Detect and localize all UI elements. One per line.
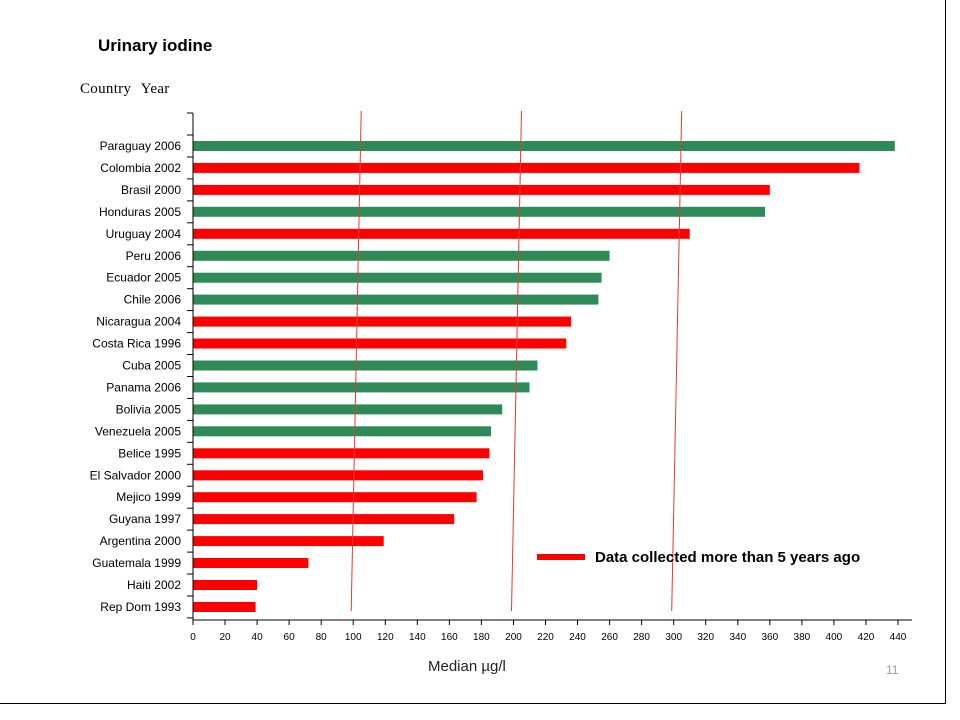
bar bbox=[193, 470, 483, 481]
x-tick-label: 20 bbox=[219, 632, 231, 643]
bar bbox=[193, 426, 491, 437]
legend-swatch bbox=[537, 554, 585, 560]
x-tick-label: 160 bbox=[441, 632, 458, 643]
bar bbox=[193, 448, 490, 459]
bar bbox=[193, 228, 690, 239]
category-label: Costa Rica 1996 bbox=[92, 337, 181, 351]
bar bbox=[193, 141, 895, 151]
category-label: Colombia 2002 bbox=[100, 161, 181, 175]
category-label: Argentina 2000 bbox=[100, 534, 182, 548]
bar-chart: Paraguay 2006 Colombia 2002 Brasil 2000 Hon… bbox=[90, 110, 912, 643]
category-label: Uruguay 2004 bbox=[106, 227, 182, 241]
bar bbox=[193, 602, 256, 612]
slide-frame bbox=[0, 0, 946, 704]
category-label: Brasil 2000 bbox=[121, 183, 181, 197]
bar bbox=[193, 184, 770, 195]
x-axis-label: Median µg/l bbox=[428, 658, 506, 675]
legend-text: Data collected more than 5 years ago bbox=[595, 548, 861, 566]
x-tick-label: 420 bbox=[858, 632, 875, 643]
x-tick-label: 300 bbox=[665, 632, 682, 643]
x-tick-label: 280 bbox=[633, 632, 650, 643]
x-tick-label: 40 bbox=[252, 632, 264, 643]
x-tick-label: 140 bbox=[409, 632, 426, 643]
x-tick-label: 380 bbox=[794, 632, 811, 643]
category-label: Peru 2006 bbox=[126, 249, 182, 263]
legend: Data collected more than 5 years ago bbox=[537, 546, 860, 568]
category-label: Haiti 2002 bbox=[127, 578, 181, 592]
x-tick-label: 220 bbox=[537, 632, 554, 643]
category-label: Venezuela 2005 bbox=[95, 424, 181, 438]
x-tick-label: 440 bbox=[890, 632, 907, 643]
x-tick-label: 120 bbox=[377, 632, 394, 643]
bar bbox=[193, 272, 602, 283]
category-label: Belice 1995 bbox=[118, 446, 181, 460]
bar bbox=[193, 492, 477, 503]
category-label: Honduras 2005 bbox=[99, 205, 181, 219]
x-tick-label: 340 bbox=[729, 632, 746, 643]
x-tick-label: 200 bbox=[505, 632, 522, 643]
threshold-lines-layer bbox=[350, 110, 683, 612]
x-tick-label: 240 bbox=[569, 632, 586, 643]
bar bbox=[193, 580, 258, 590]
x-tick-label: 360 bbox=[761, 632, 778, 643]
axis-header-label: Country Year bbox=[80, 81, 170, 97]
x-tick-label: 180 bbox=[473, 632, 490, 643]
bar bbox=[193, 514, 455, 525]
threshold-line bbox=[671, 110, 683, 612]
bar bbox=[193, 360, 538, 371]
bars-layer bbox=[193, 141, 895, 612]
category-label: Rep Dom 1993 bbox=[100, 600, 181, 614]
axes-layer: Paraguay 2006 Colombia 2002 Brasil 2000 Hon… bbox=[90, 112, 912, 643]
threshold-line bbox=[511, 110, 522, 612]
x-tick-label: 400 bbox=[826, 632, 843, 643]
bar bbox=[193, 206, 765, 217]
x-tick-label: 0 bbox=[190, 632, 196, 643]
bar bbox=[193, 294, 599, 305]
x-tick-label: 80 bbox=[316, 632, 328, 643]
x-tick-label: 60 bbox=[284, 632, 296, 643]
category-label: El Salvador 2000 bbox=[90, 468, 182, 482]
bar bbox=[193, 404, 503, 415]
bar bbox=[193, 558, 309, 568]
category-label: Chile 2006 bbox=[124, 293, 182, 307]
category-label: Nicaragua 2004 bbox=[96, 315, 181, 329]
category-label: Bolivia 2005 bbox=[116, 402, 182, 416]
x-tick-label: 320 bbox=[697, 632, 714, 643]
category-label: Cuba 2005 bbox=[122, 359, 181, 373]
category-label: Guyana 1997 bbox=[109, 512, 181, 526]
category-label: Ecuador 2005 bbox=[106, 271, 181, 285]
x-tick-label: 260 bbox=[601, 632, 618, 643]
x-tick-label: 100 bbox=[345, 632, 362, 643]
category-label: Guatemala 1999 bbox=[92, 556, 181, 570]
slide-number: 11 bbox=[886, 663, 899, 677]
bar bbox=[193, 338, 567, 349]
category-label: Mejico 1999 bbox=[116, 490, 181, 504]
category-label: Paraguay 2006 bbox=[100, 139, 182, 153]
threshold-line bbox=[350, 110, 362, 612]
bar bbox=[193, 382, 530, 393]
bar bbox=[193, 316, 572, 327]
bar bbox=[193, 162, 860, 173]
bar bbox=[193, 536, 384, 547]
category-label: Panama 2006 bbox=[106, 380, 181, 394]
chart-title: Urinary iodine bbox=[98, 36, 213, 55]
bar bbox=[193, 250, 610, 261]
